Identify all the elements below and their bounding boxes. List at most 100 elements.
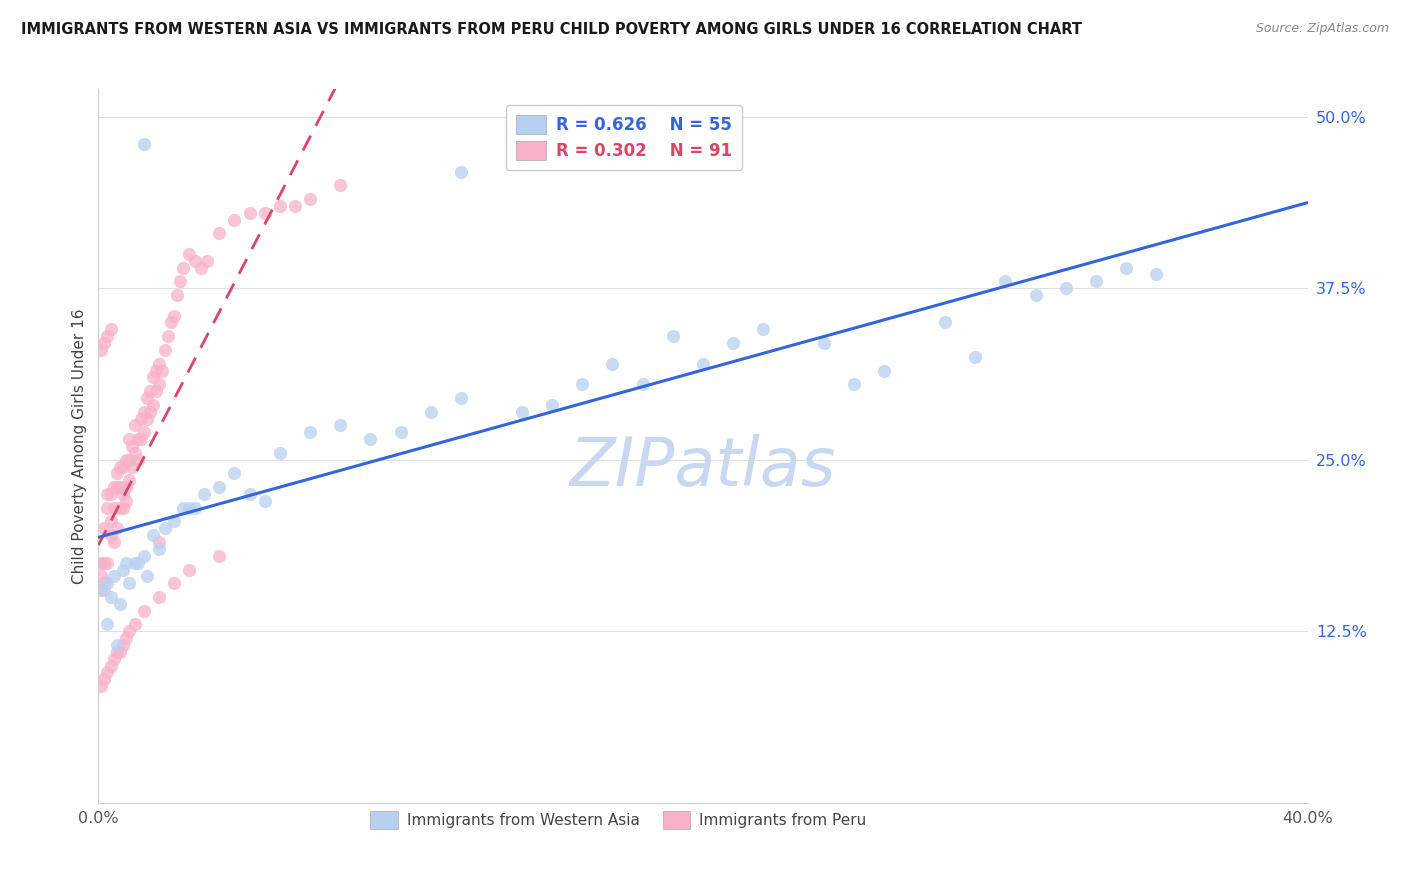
Point — [96, 665, 118, 680]
Point — [813, 336, 835, 351]
Point — [124, 418, 146, 433]
Point — [169, 274, 191, 288]
Point — [118, 432, 141, 446]
Point — [124, 446, 146, 460]
Point — [145, 384, 167, 398]
Legend: Immigrants from Western Asia, Immigrants from Peru: Immigrants from Western Asia, Immigrants… — [361, 802, 876, 838]
Point — [299, 192, 322, 206]
Text: Source: ZipAtlas.com: Source: ZipAtlas.com — [1256, 22, 1389, 36]
Point — [179, 562, 201, 576]
Point — [129, 432, 152, 446]
Point — [179, 247, 201, 261]
Point — [253, 494, 276, 508]
Point — [96, 556, 118, 570]
Point — [111, 638, 134, 652]
Point — [108, 645, 131, 659]
Y-axis label: Child Poverty Among Girls Under 16: Child Poverty Among Girls Under 16 — [72, 309, 87, 583]
Point — [103, 480, 125, 494]
Point — [111, 500, 134, 515]
Point — [148, 590, 170, 604]
Point — [132, 549, 155, 563]
Point — [145, 363, 167, 377]
Point — [93, 673, 115, 687]
Point — [135, 411, 157, 425]
Point — [108, 459, 131, 474]
Point — [90, 583, 112, 598]
Point — [114, 556, 136, 570]
Point — [105, 467, 128, 481]
Point — [389, 425, 412, 440]
Point — [631, 377, 654, 392]
Point — [96, 329, 118, 343]
Point — [100, 487, 122, 501]
Point — [114, 480, 136, 494]
Point — [208, 549, 231, 563]
Point — [602, 357, 624, 371]
Point — [132, 405, 155, 419]
Point — [239, 487, 262, 501]
Point — [195, 253, 218, 268]
Point — [224, 467, 246, 481]
Point — [450, 391, 472, 405]
Point — [124, 617, 146, 632]
Point — [96, 617, 118, 632]
Point — [965, 350, 987, 364]
Point — [1085, 274, 1108, 288]
Point — [118, 624, 141, 639]
Point — [1144, 268, 1167, 282]
Point — [90, 679, 112, 693]
Point — [329, 418, 352, 433]
Point — [1054, 281, 1077, 295]
Point — [90, 556, 112, 570]
Point — [105, 645, 128, 659]
Point — [150, 363, 173, 377]
Text: ZIPatlas: ZIPatlas — [569, 434, 837, 500]
Point — [103, 651, 125, 665]
Point — [135, 391, 157, 405]
Point — [420, 405, 443, 419]
Point — [111, 562, 134, 576]
Point — [148, 357, 170, 371]
Point — [163, 576, 186, 591]
Point — [118, 452, 141, 467]
Point — [844, 377, 866, 392]
Point — [163, 309, 186, 323]
Point — [540, 398, 562, 412]
Point — [142, 370, 165, 384]
Point — [166, 288, 188, 302]
Point — [1024, 288, 1046, 302]
Point — [148, 541, 170, 556]
Point — [135, 569, 157, 583]
Point — [111, 487, 134, 501]
Point — [571, 377, 593, 392]
Point — [142, 528, 165, 542]
Point — [93, 521, 115, 535]
Point — [450, 164, 472, 178]
Point — [190, 260, 212, 275]
Point — [752, 322, 775, 336]
Point — [114, 631, 136, 645]
Point — [108, 500, 131, 515]
Point — [299, 425, 322, 440]
Point — [111, 459, 134, 474]
Point — [121, 459, 143, 474]
Point — [184, 253, 207, 268]
Point — [100, 515, 122, 529]
Point — [127, 452, 149, 467]
Point — [127, 556, 149, 570]
Point — [105, 521, 128, 535]
Point — [93, 336, 115, 351]
Point — [148, 377, 170, 392]
Point — [873, 363, 896, 377]
Point — [96, 487, 118, 501]
Point — [934, 316, 956, 330]
Point — [148, 535, 170, 549]
Point — [132, 604, 155, 618]
Point — [661, 329, 683, 343]
Point — [96, 500, 118, 515]
Point — [121, 439, 143, 453]
Point — [96, 576, 118, 591]
Point — [93, 576, 115, 591]
Point — [184, 500, 207, 515]
Point — [1115, 260, 1137, 275]
